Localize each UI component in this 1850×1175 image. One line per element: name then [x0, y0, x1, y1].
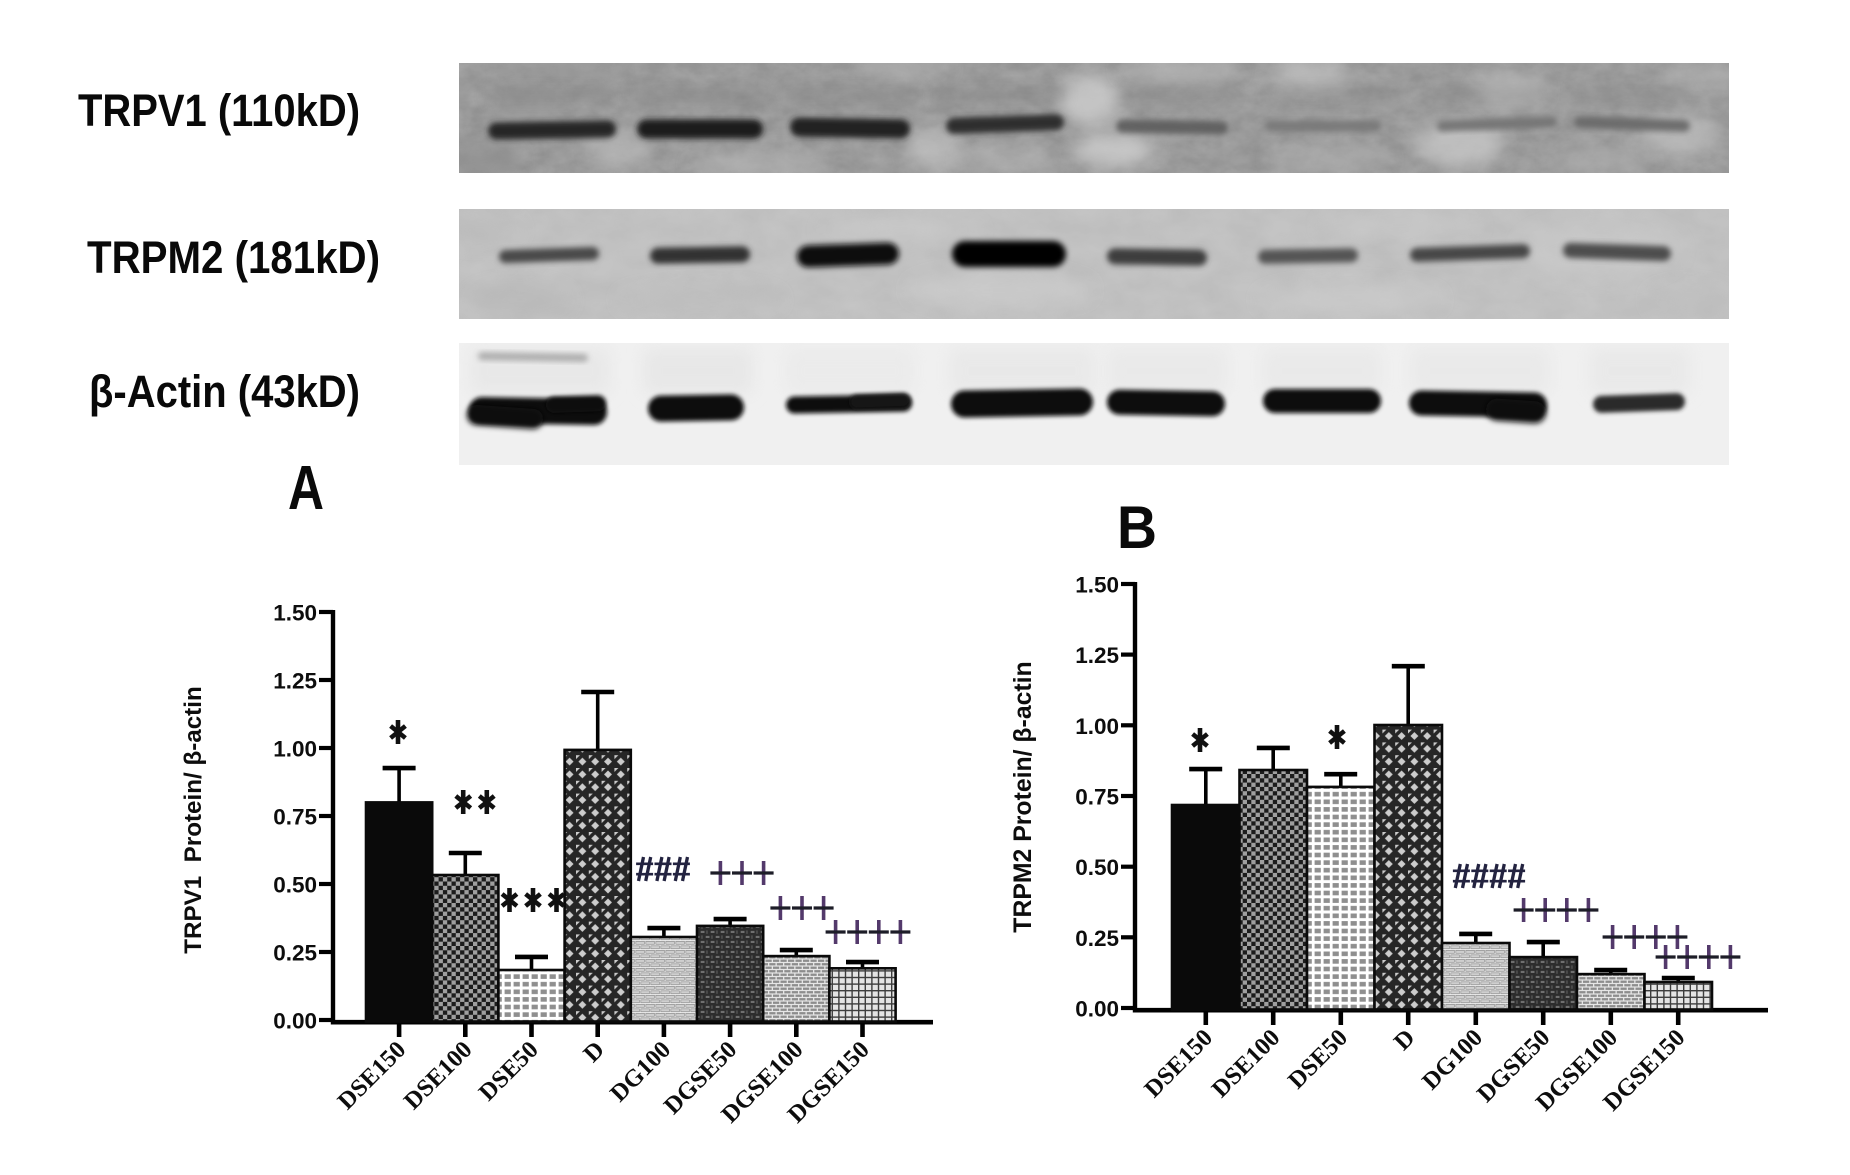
svg-text:1.00: 1.00	[273, 737, 317, 762]
svg-text:β-Actin (43kD): β-Actin (43kD)	[89, 366, 360, 417]
svg-text:0.50: 0.50	[273, 873, 317, 898]
svg-text:0.50: 0.50	[1075, 855, 1119, 880]
svg-text:0.25: 0.25	[273, 941, 317, 966]
svg-text:0.25: 0.25	[1075, 926, 1119, 951]
svg-text:TRPV1 (110kD): TRPV1 (110kD)	[78, 85, 360, 136]
svg-text:0.00: 0.00	[1075, 997, 1119, 1022]
svg-text:0.75: 0.75	[273, 805, 317, 830]
svg-text:1.25: 1.25	[1075, 643, 1119, 668]
svg-text:1.50: 1.50	[1075, 573, 1119, 598]
svg-text:TRPM2 Protein/ β-actin: TRPM2 Protein/ β-actin	[1010, 661, 1037, 932]
svg-text:B: B	[1117, 494, 1157, 561]
svg-text:A: A	[288, 454, 324, 523]
svg-text:1.50: 1.50	[273, 601, 317, 626]
svg-text:0.75: 0.75	[1075, 785, 1119, 810]
svg-text:1.00: 1.00	[1075, 714, 1119, 739]
svg-text:0.00: 0.00	[273, 1009, 317, 1034]
svg-text:TRPM2 (181kD): TRPM2 (181kD)	[87, 232, 380, 283]
svg-text:1.25: 1.25	[273, 669, 317, 694]
svg-text:TRPV1 Protein/ β-actin: TRPV1 Protein/ β-actin	[180, 686, 207, 953]
